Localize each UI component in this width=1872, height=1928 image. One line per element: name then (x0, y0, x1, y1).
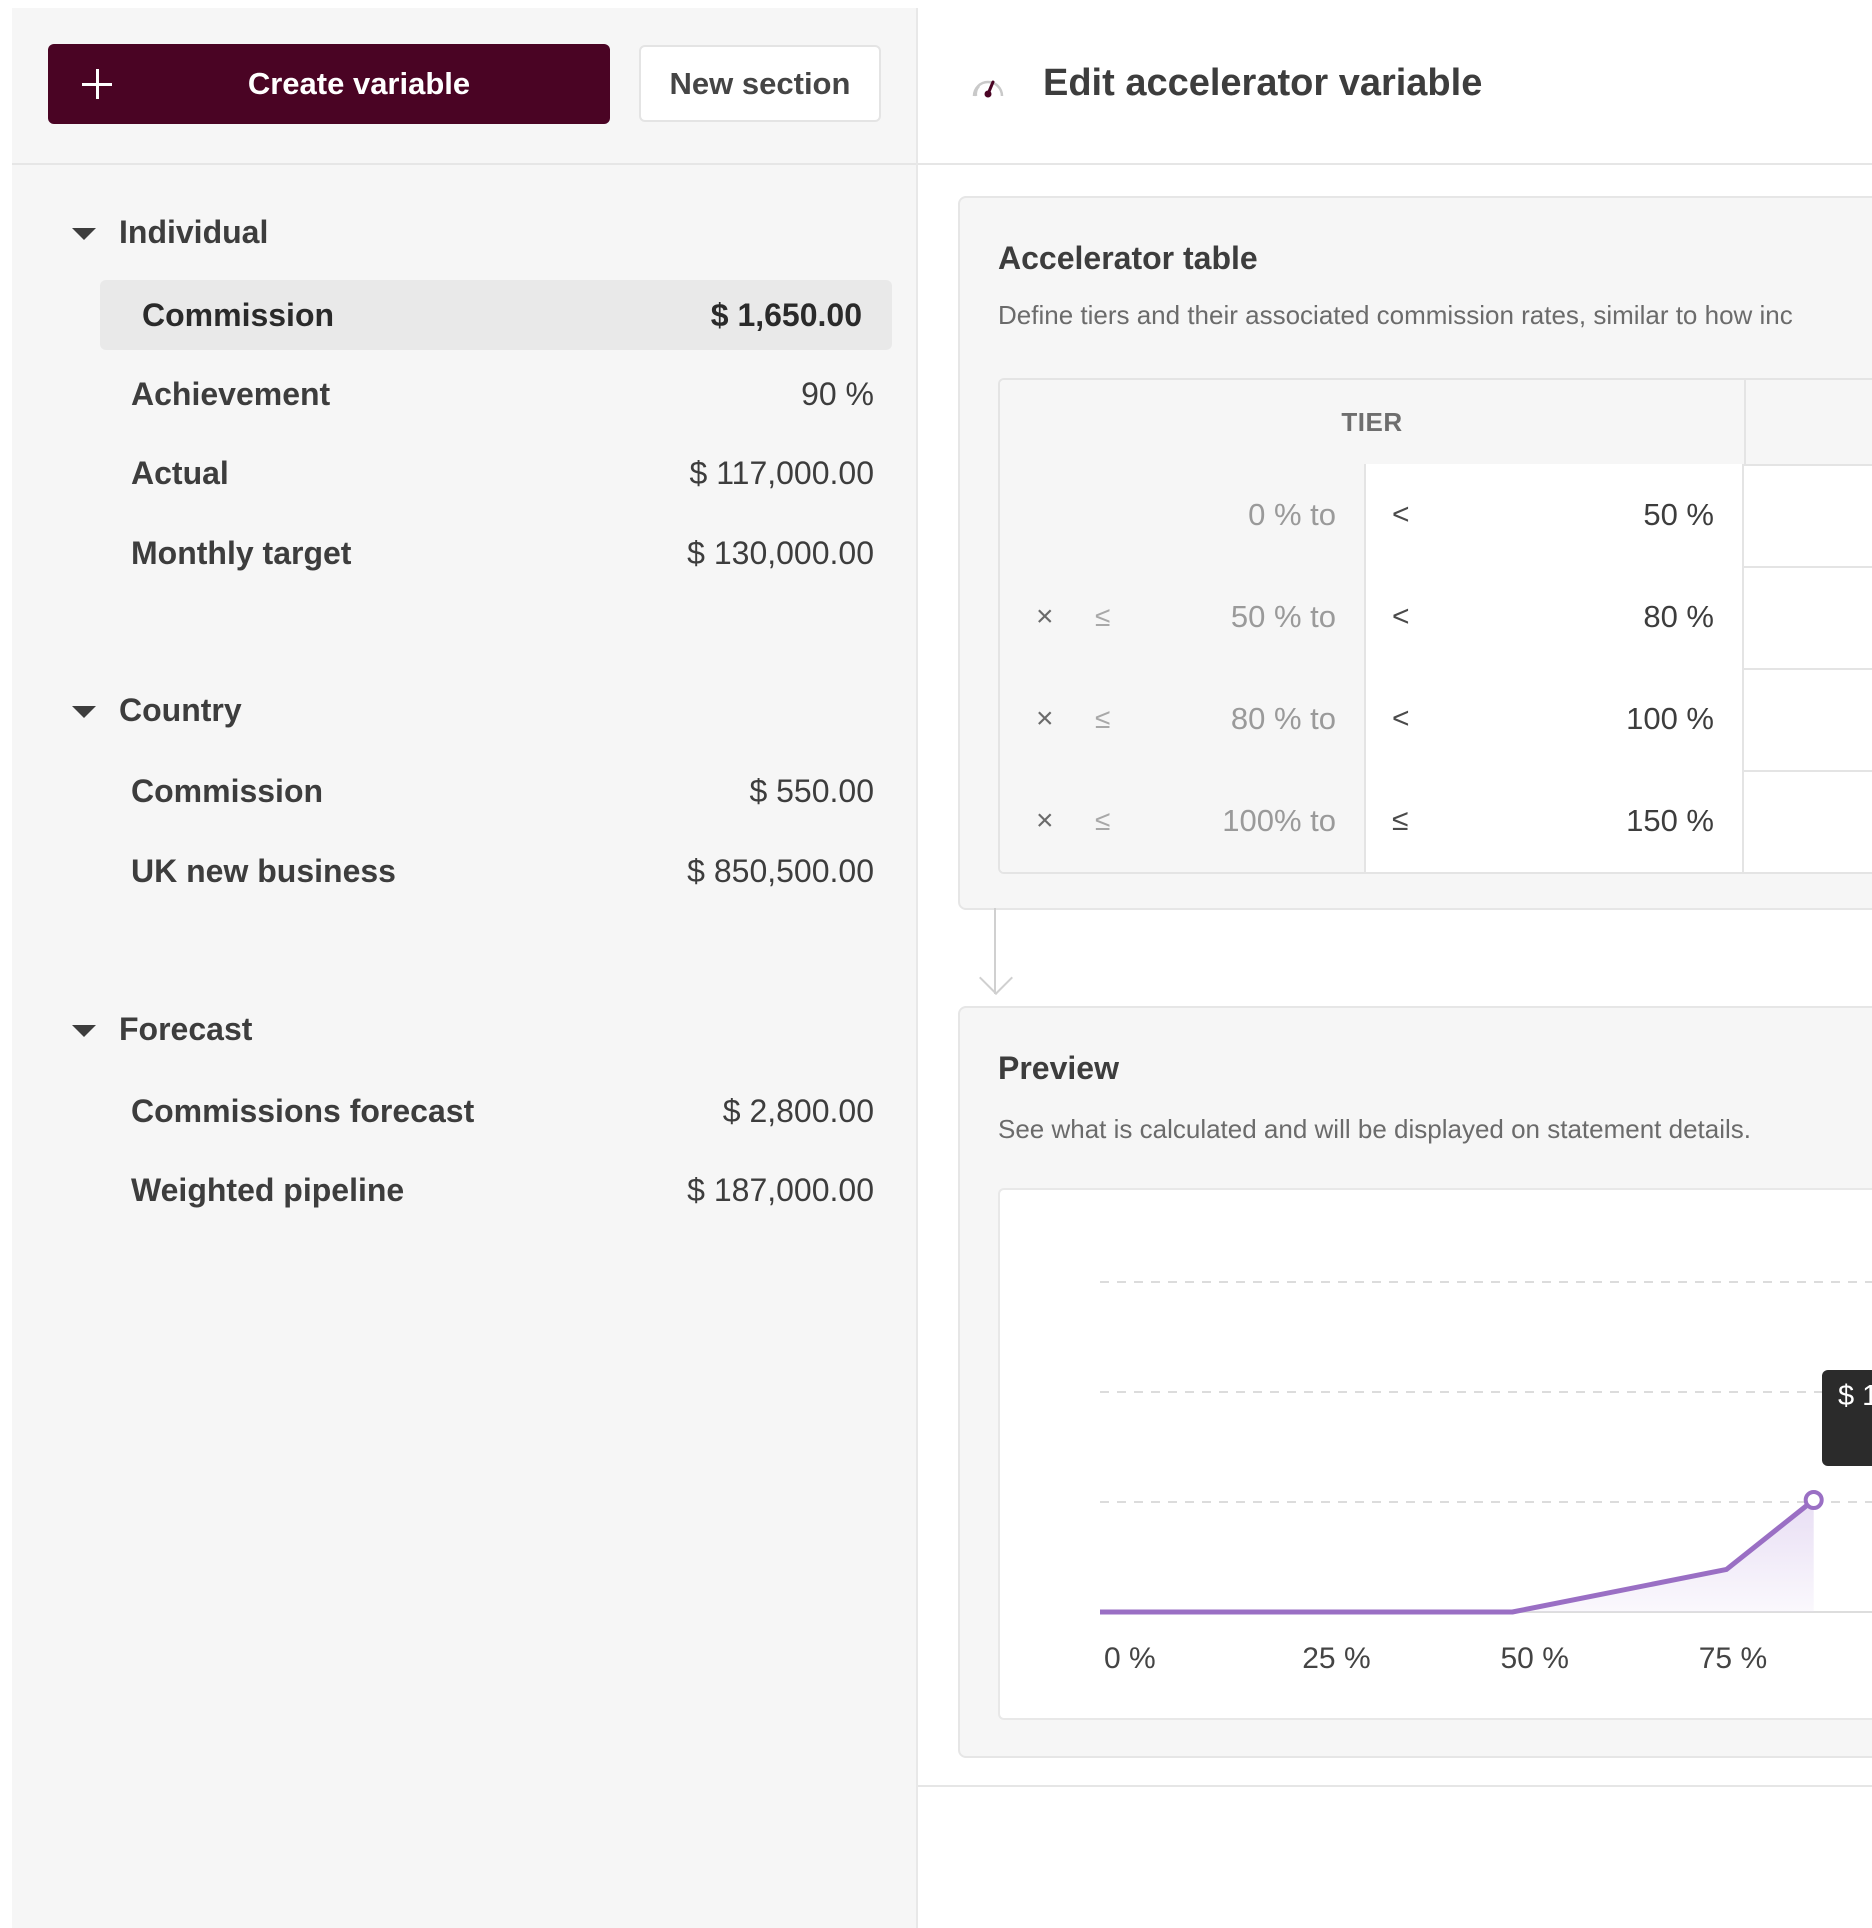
x-tick-label: 25 % (1302, 1642, 1370, 1675)
tier-table-header: TIER (1000, 380, 1872, 466)
variable-row-monthly-target[interactable]: Monthly target $ 130,000.00 (100, 518, 892, 588)
variable-row-achievement[interactable]: Achievement 90 % (100, 359, 892, 429)
variable-value: $ 550.00 (749, 773, 874, 809)
caret-down-icon (72, 228, 96, 240)
page-title: Edit accelerator variable (1043, 62, 1483, 104)
section-title: Forecast (119, 1011, 253, 1047)
tier-upper-operator[interactable]: ≤ (1392, 804, 1409, 837)
gauge-icon (972, 80, 1004, 98)
accelerator-title: Accelerator table (998, 240, 1258, 276)
series-area (1100, 1500, 1814, 1612)
x-tick-label: 75 % (1699, 1642, 1767, 1675)
tier-from-value: 100% to (1222, 803, 1336, 838)
new-section-button[interactable]: New section (639, 45, 881, 122)
variable-value: $ 117,000.00 (689, 455, 874, 491)
tier-upper-bound[interactable]: < 50 % (1366, 464, 1744, 566)
tier-upper-bound[interactable]: < 100 % (1366, 668, 1744, 770)
variable-name: Commissions forecast (131, 1093, 475, 1129)
variable-row-uk-new-business[interactable]: UK new business $ 850,500.00 (100, 836, 892, 906)
footer-divider (918, 1785, 1872, 1787)
tier-to-value[interactable]: 100 % (1626, 701, 1714, 736)
tier-row: 0 % to < 50 % (1000, 464, 1872, 568)
editor-panel: Edit accelerator variable Accelerator ta… (918, 8, 1872, 1928)
tier-to-value[interactable]: 150 % (1626, 803, 1714, 838)
sidebar-toolbar: Create variable New section (12, 8, 916, 165)
create-variable-button[interactable]: Create variable (48, 44, 610, 124)
variable-row-weighted-pipeline[interactable]: Weighted pipeline $ 187,000.00 (100, 1155, 892, 1225)
arrow-down-icon (979, 961, 1013, 995)
remove-tier-icon[interactable]: × (1036, 702, 1054, 735)
tier-row: × ≤ 100% to ≤ 150 % (1000, 770, 1872, 872)
variable-value: $ 187,000.00 (687, 1172, 874, 1208)
tier-lower-operator: ≤ (1095, 601, 1111, 632)
chart-canvas: 0 % 25 % 50 % 75 % (1100, 1281, 1872, 1675)
preview-title: Preview (998, 1050, 1119, 1086)
caret-down-icon (72, 1025, 96, 1037)
variable-row-actual[interactable]: Actual $ 117,000.00 (100, 438, 892, 508)
tier-lower-operator: ≤ (1095, 703, 1111, 734)
tier-row: × ≤ 80 % to < 100 % (1000, 668, 1872, 772)
tier-lower-bound: × ≤ 100% to (1000, 770, 1366, 872)
tier-upper-operator[interactable]: < (1392, 600, 1410, 633)
section-header-forecast[interactable]: Forecast (12, 999, 916, 1059)
tier-lower-bound: × ≤ 50 % to (1000, 566, 1366, 668)
accelerator-card: Accelerator table Define tiers and their… (958, 196, 1872, 910)
preview-subtitle: See what is calculated and will be displ… (998, 1114, 1751, 1144)
variable-name: Actual (131, 455, 229, 491)
tier-column-header: TIER (1341, 407, 1403, 437)
caret-down-icon (72, 706, 96, 718)
preview-card: Preview See what is calculated and will … (958, 1006, 1872, 1758)
editor-header: Edit accelerator variable (918, 8, 1872, 165)
accelerator-subtitle: Define tiers and their associated commis… (998, 300, 1793, 330)
variable-row-commissions-forecast[interactable]: Commissions forecast $ 2,800.00 (100, 1076, 892, 1146)
plus-icon (82, 69, 112, 99)
preview-chart: 0 % 25 % 50 % 75 % $ 1,4 90 (998, 1188, 1872, 1720)
variable-row-country-commission[interactable]: Commission $ 550.00 (100, 756, 892, 826)
tier-from-value: 80 % to (1230, 701, 1336, 736)
variable-value: $ 130,000.00 (687, 535, 874, 571)
variables-sidebar: Create variable New section Individual C… (12, 8, 918, 1928)
variable-name: UK new business (131, 853, 396, 889)
chart-tooltip: $ 1,4 90 (1822, 1370, 1872, 1466)
tier-lower-bound: 0 % to (1000, 464, 1366, 566)
tier-upper-operator[interactable]: < (1392, 702, 1410, 735)
remove-tier-icon[interactable]: × (1036, 804, 1054, 837)
section-header-country[interactable]: Country (12, 680, 916, 740)
create-variable-label: Create variable (247, 66, 471, 101)
section-header-individual[interactable]: Individual (12, 202, 916, 262)
remove-tier-icon[interactable]: × (1036, 600, 1054, 633)
series-line (1100, 1498, 1816, 1615)
highlight-point (1803, 1490, 1824, 1510)
x-tick-label: 0 % (1104, 1642, 1156, 1675)
column-divider (1744, 380, 1746, 464)
variable-name: Weighted pipeline (131, 1172, 405, 1208)
tier-table: TIER 0 % to < 50 % × ≤ 5 (998, 378, 1872, 874)
variable-value: $ 2,800.00 (722, 1093, 874, 1129)
variable-name: Achievement (131, 376, 331, 412)
tier-upper-bound[interactable]: < 80 % (1366, 566, 1744, 668)
tier-upper-operator[interactable]: < (1392, 498, 1410, 531)
variable-value: $ 1,650.00 (710, 297, 862, 333)
tier-to-value[interactable]: 50 % (1643, 497, 1714, 532)
variable-name: Commission (131, 773, 324, 809)
tier-row: × ≤ 50 % to < 80 % (1000, 566, 1872, 670)
variable-name: Monthly target (131, 535, 352, 571)
variable-value: $ 850,500.00 (687, 853, 874, 889)
variable-name: Commission (142, 297, 335, 333)
tier-lower-bound: × ≤ 80 % to (1000, 668, 1366, 770)
section-title: Individual (119, 214, 269, 250)
tier-to-value[interactable]: 80 % (1643, 599, 1714, 634)
tooltip-value: $ 1,4 (1838, 1380, 1872, 1412)
variable-row-commission[interactable]: Commission $ 1,650.00 (100, 280, 892, 350)
tier-lower-operator: ≤ (1095, 805, 1111, 836)
variable-value: 90 % (801, 376, 874, 412)
tier-from-value: 50 % to (1230, 599, 1336, 634)
tier-upper-bound[interactable]: ≤ 150 % (1366, 770, 1744, 872)
flow-connector (994, 908, 996, 994)
tier-from-value: 0 % to (1248, 497, 1336, 532)
x-tick-label: 50 % (1501, 1642, 1569, 1675)
section-title: Country (119, 692, 242, 728)
